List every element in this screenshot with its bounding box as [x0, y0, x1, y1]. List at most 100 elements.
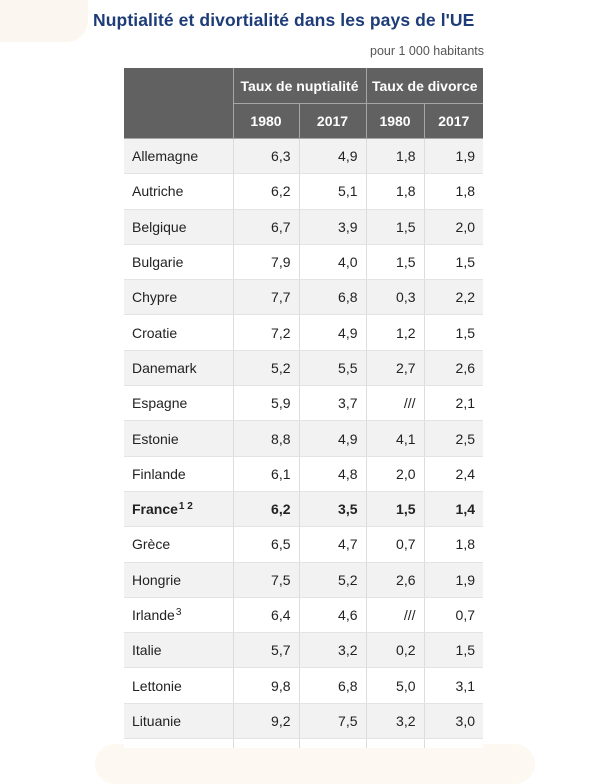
- value-cell: 1,8: [424, 173, 483, 210]
- value-cell: 6,4: [233, 597, 300, 634]
- value-cell: 2,6: [424, 350, 483, 387]
- value-cell: 6,5: [233, 526, 300, 563]
- table-row: Espagne 5,9 3,7///2,1: [124, 385, 483, 422]
- country-cell: [124, 738, 234, 748]
- value-cell: 1,8: [366, 138, 425, 175]
- decorative-bottom-shape: [95, 744, 535, 784]
- country-cell: Italie: [124, 632, 234, 669]
- value-cell: 4,1: [366, 420, 425, 457]
- value-cell: 0,7: [424, 597, 483, 634]
- country-name: Lettonie: [132, 677, 182, 694]
- table-row: Grèce 6,5 4,7 0,7 1,8: [124, 526, 483, 563]
- value-cell: 6,3: [233, 138, 300, 175]
- country-name: Bulgarie: [132, 254, 184, 271]
- value-cell: 4,8: [299, 456, 367, 492]
- value-cell: 3,1: [424, 667, 483, 704]
- table-row: Autriche 6,2 5,1 1,8 1,8: [124, 173, 483, 210]
- country-cell: Espagne: [124, 385, 234, 422]
- country-name: Estonie: [132, 430, 179, 447]
- table-row: Hongrie 7,5 5,2 2,6 1,9: [124, 562, 483, 598]
- table-header-row-groups: Taux de nuptialité Taux de divorce: [124, 68, 483, 139]
- table-row: France1 2 6,2 3,5 1,5 1,4: [124, 491, 483, 528]
- country-name: Chypre: [132, 289, 178, 306]
- value-cell: [366, 738, 425, 748]
- country-name: Belgique: [132, 218, 187, 235]
- country-cell: Autriche: [124, 173, 234, 210]
- value-cell: 1,5: [424, 314, 483, 351]
- value-cell: 2,7: [366, 350, 425, 387]
- value-cell: 3,0: [424, 703, 483, 740]
- country-name: Irlande: [132, 607, 175, 623]
- value-cell: 7,9: [233, 244, 300, 281]
- table-row: Irlande3 6,4 4,6///0,7: [124, 597, 483, 634]
- value-cell: 0,3: [366, 279, 425, 316]
- value-cell: 2,0: [366, 456, 425, 492]
- value-cell: 4,6: [299, 597, 367, 634]
- table-row: Estonie 8,8 4,9 4,1 2,5: [124, 420, 483, 457]
- value-cell: 7,5: [299, 703, 367, 740]
- country-name: Lituanie: [132, 712, 182, 729]
- value-cell: 5,9: [233, 385, 300, 422]
- table-row: Bulgarie 7,9 4,0 1,5 1,5: [124, 244, 483, 281]
- table-row: Croatie 7,2 4,9 1,2 1,5: [124, 314, 483, 351]
- value-cell: [299, 738, 367, 748]
- country-cell: Finlande: [124, 456, 234, 492]
- country-cell: Grèce: [124, 526, 234, 563]
- header-year: 1980: [366, 103, 425, 139]
- value-cell: 6,2: [233, 491, 300, 528]
- country-name: Espagne: [132, 395, 188, 412]
- country-cell: Croatie: [124, 314, 234, 351]
- country-cell: Lituanie: [124, 703, 234, 740]
- value-cell: 8,8: [233, 420, 300, 457]
- value-cell: 9,2: [233, 703, 300, 740]
- value-cell: 1,9: [424, 562, 483, 598]
- value-cell: 7,5: [233, 562, 300, 598]
- country-name: Croatie: [132, 324, 178, 341]
- country-cell: Allemagne: [124, 138, 234, 175]
- value-cell: 6,8: [299, 279, 367, 316]
- value-cell: 7,2: [233, 314, 300, 351]
- value-cell: 0,2: [366, 632, 425, 669]
- value-cell: 1,9: [424, 138, 483, 175]
- header-country-cell: [124, 68, 234, 139]
- marriage-divorce-table: Taux de nuptialité Taux de divorce 1980 …: [124, 68, 483, 748]
- value-cell: 5,2: [233, 350, 300, 387]
- country-name: Hongrie: [132, 571, 182, 588]
- value-cell: 5,5: [299, 350, 367, 387]
- value-cell: 1,5: [366, 209, 425, 245]
- country-cell: Lettonie: [124, 667, 234, 704]
- value-cell: 2,6: [366, 562, 425, 598]
- table-row: [124, 738, 483, 748]
- value-cell: 1,8: [424, 526, 483, 563]
- table-row: Finlande 6,1 4,8 2,0 2,4: [124, 456, 483, 492]
- value-cell: 2,1: [424, 385, 483, 422]
- value-cell: 3,7: [299, 385, 367, 422]
- country-cell: Belgique: [124, 209, 234, 245]
- country-name: Grèce: [132, 536, 171, 553]
- country-cell: France1 2: [124, 491, 234, 528]
- data-table-container: Taux de nuptialité Taux de divorce 1980 …: [124, 68, 483, 748]
- value-cell: 1,5: [424, 244, 483, 281]
- value-cell: 1,5: [366, 244, 425, 281]
- value-cell: 6,8: [299, 667, 367, 704]
- value-cell: 3,5: [299, 491, 367, 528]
- value-cell: 4,7: [299, 526, 367, 563]
- value-cell: 0,7: [366, 526, 425, 563]
- country-cell: Hongrie: [124, 562, 234, 598]
- country-name: Autriche: [132, 183, 184, 200]
- country-name: Allemagne: [132, 148, 199, 165]
- value-cell: 2,2: [424, 279, 483, 316]
- value-cell: [233, 738, 300, 748]
- value-cell: 2,5: [424, 420, 483, 457]
- country-cell: Danemark: [124, 350, 234, 387]
- value-cell: 2,4: [424, 456, 483, 492]
- header-nuptiality: Taux de nuptialité: [233, 68, 367, 104]
- table-row: Belgique 6,7 3,9 1,5 2,0: [124, 209, 483, 245]
- value-cell: 1,5: [366, 491, 425, 528]
- value-cell: ///: [366, 597, 425, 634]
- footnote-marker: 3: [175, 607, 182, 618]
- value-cell: 1,5: [424, 632, 483, 669]
- value-cell: 1,2: [366, 314, 425, 351]
- page-title: Nuptialité et divortialité dans les pays…: [93, 10, 475, 30]
- value-cell: [424, 738, 483, 748]
